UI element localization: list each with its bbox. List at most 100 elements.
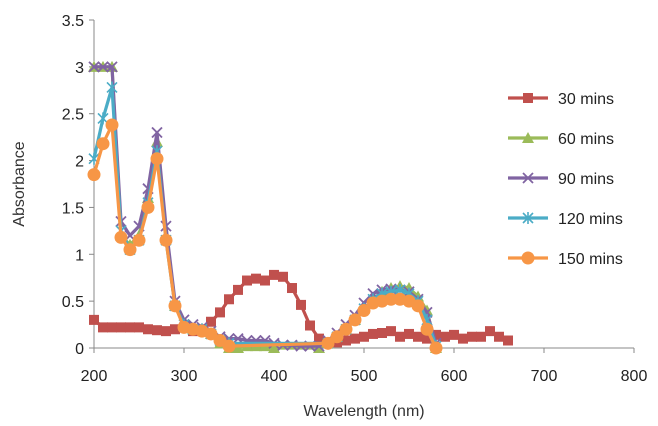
data-point-150-mins (96, 137, 110, 151)
data-point-30-mins (440, 331, 450, 342)
data-point-90-mins (151, 126, 163, 139)
data-point-30-mins (341, 335, 351, 346)
y-tick-label: 3 (75, 60, 84, 77)
y-tick-label: 3.5 (62, 13, 84, 30)
legend-label: 150 mins (558, 251, 623, 268)
y-tick-label: 2.5 (62, 107, 84, 124)
legend-marker (522, 212, 534, 224)
data-point-150-mins (411, 299, 425, 313)
data-point-90-mins (106, 61, 118, 73)
legend-item-60-mins: 60 mins (508, 131, 614, 148)
data-point-30-mins (161, 326, 171, 337)
data-point-30-mins (251, 273, 261, 284)
legend-label: 90 mins (558, 171, 614, 188)
data-point-150-mins (141, 200, 155, 214)
data-point-150-mins (339, 322, 353, 336)
data-point-150-mins (384, 292, 398, 306)
y-tick-label: 0.5 (62, 294, 84, 311)
series-60-mins (88, 60, 442, 353)
data-point-150-mins (123, 243, 137, 257)
data-point-150-mins (204, 327, 218, 341)
data-point-30-mins (449, 329, 459, 340)
data-point-30-mins (413, 331, 423, 342)
data-point-90-mins (88, 61, 100, 73)
data-point-30-mins (359, 331, 369, 342)
data-point-150-mins (150, 152, 164, 166)
legend-marker (522, 172, 534, 184)
data-point-150-mins (105, 118, 119, 132)
x-tick-label: 500 (351, 368, 378, 385)
data-point-30-mins (260, 275, 270, 286)
data-point-150-mins (420, 322, 434, 336)
data-point-150-mins (132, 233, 146, 247)
x-tick-label: 200 (81, 368, 108, 385)
data-point-30-mins (215, 307, 225, 318)
legend-item-150-mins: 150 mins (508, 251, 623, 268)
data-point-30-mins (233, 284, 243, 295)
data-point-30-mins (269, 269, 279, 280)
data-point-30-mins (170, 324, 180, 335)
data-point-30-mins (476, 331, 486, 342)
data-point-30-mins (206, 316, 216, 327)
data-point-150-mins (222, 339, 236, 353)
y-tick-label: 1 (75, 247, 84, 264)
data-point-30-mins (404, 328, 414, 339)
data-point-30-mins (503, 335, 513, 346)
data-point-30-mins (242, 275, 252, 286)
x-axis-title: Wavelength (nm) (303, 403, 424, 420)
legend-label: 120 mins (558, 211, 623, 228)
y-axis-title: Absorbance (11, 141, 28, 226)
data-point-30-mins (350, 333, 360, 344)
x-axis-ticks: 200 300 400 500 600 700 800 (81, 348, 648, 385)
data-point-30-mins (224, 294, 234, 305)
data-point-30-mins (305, 320, 315, 331)
legend-label: 60 mins (558, 131, 614, 148)
series-30-mins (89, 269, 513, 349)
data-point-150-mins (348, 313, 362, 327)
legend-marker (523, 93, 533, 103)
series-layer (87, 60, 513, 355)
data-point-30-mins (278, 271, 288, 282)
data-point-30-mins (395, 331, 405, 342)
data-point-30-mins (368, 328, 378, 339)
data-point-120-mins (106, 81, 118, 94)
data-point-30-mins (287, 283, 297, 294)
data-point-30-mins (125, 322, 135, 333)
data-point-30-mins (458, 333, 468, 344)
data-point-30-mins (134, 322, 144, 333)
y-axis-ticks: 0 0.5 1 1.5 2 2.5 3 3.5 (62, 13, 94, 358)
data-point-90-mins (97, 61, 109, 73)
data-point-120-mins (97, 112, 109, 125)
series-line-150-mins (92, 123, 438, 350)
data-point-150-mins (159, 233, 173, 247)
data-point-30-mins (107, 322, 117, 333)
x-tick-label: 700 (531, 368, 558, 385)
data-point-30-mins (143, 324, 153, 335)
data-point-150-mins (429, 341, 443, 355)
data-point-150-mins (114, 230, 128, 244)
y-tick-label: 1.5 (62, 200, 84, 217)
legend-marker (522, 132, 534, 143)
y-tick-label: 2 (75, 154, 84, 171)
legend-marker (521, 251, 535, 265)
data-point-150-mins (357, 304, 371, 318)
data-point-30-mins (377, 328, 387, 339)
data-point-150-mins (321, 336, 335, 350)
x-tick-label: 400 (261, 368, 288, 385)
x-tick-label: 800 (621, 368, 648, 385)
legend: 30 mins 60 mins 90 mins 120 mins 150 mins (508, 91, 623, 268)
data-point-150-mins (87, 168, 101, 182)
data-point-60-mins (232, 342, 244, 353)
x-tick-label: 300 (171, 368, 198, 385)
data-point-30-mins (485, 326, 495, 337)
data-point-150-mins (168, 299, 182, 313)
data-point-30-mins (314, 333, 324, 344)
legend-item-30-mins: 30 mins (508, 91, 614, 108)
data-point-30-mins (89, 314, 99, 325)
data-point-60-mins (268, 342, 280, 353)
data-point-30-mins (494, 331, 504, 342)
data-point-30-mins (386, 326, 396, 337)
data-point-30-mins (296, 299, 306, 310)
